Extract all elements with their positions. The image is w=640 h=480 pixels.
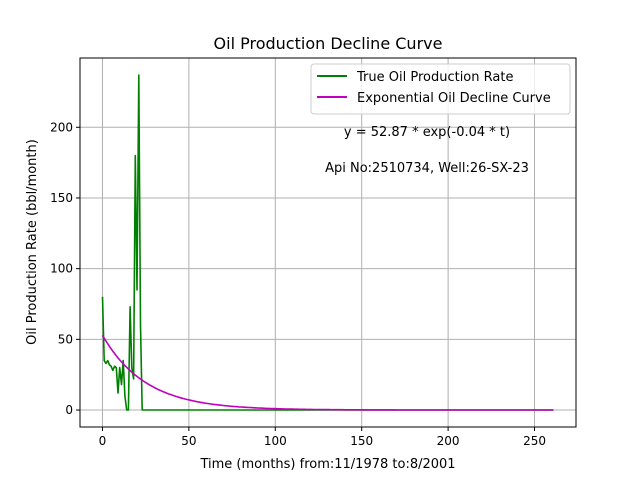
grid-lines [80, 58, 576, 427]
x-tick-label-100: 100 [264, 434, 287, 448]
x-axis-label: Time (months) from:11/1978 to:8/2001 [199, 457, 455, 472]
y-tick-label-200: 200 [50, 120, 73, 134]
equation-annotation: y = 52.87 * exp(-0.04 * t) [344, 125, 510, 140]
y-tick-label-150: 150 [50, 191, 73, 205]
x-tick-label-50: 50 [181, 434, 196, 448]
y-axis-label: Oil Production Rate (bbl/month) [25, 139, 40, 345]
plot-frame [79, 57, 577, 428]
legend-label-true-rate: True Oil Production Rate [356, 70, 513, 85]
legend-box [310, 63, 571, 115]
series-exponential-oil-decline-curve [101, 334, 554, 411]
legend-label-exp-curve: Exponential Oil Decline Curve [357, 91, 551, 106]
y-tick-label-100: 100 [50, 262, 73, 276]
series-true-oil-production-rate [101, 74, 554, 411]
y-tick-label-0: 0 [65, 403, 73, 417]
x-tick-label-150: 150 [350, 434, 373, 448]
x-tick-label-200: 200 [437, 434, 460, 448]
y-tick-label-50: 50 [58, 332, 73, 346]
well-annotation: Api No:2510734, Well:26-SX-23 [325, 161, 529, 176]
axis-ticks: 0 50 100 150 200 250 0 50 100 150 200 [50, 120, 546, 448]
x-tick-label-250: 250 [523, 434, 546, 448]
x-tick-label-0: 0 [99, 434, 107, 448]
series-lines [101, 74, 554, 411]
chart-title: Oil Production Decline Curve [214, 34, 443, 53]
legend: True Oil Production Rate Exponential Oil… [310, 63, 571, 115]
